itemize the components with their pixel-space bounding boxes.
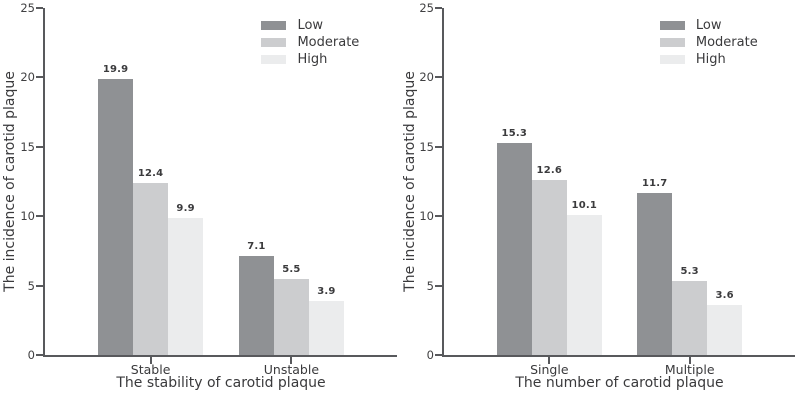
x-tick-mark [688,357,691,364]
bar-value-label: 9.9 [176,202,195,214]
bar [707,305,743,355]
y-tick-mark [435,7,442,9]
bar [496,142,532,355]
bar [133,182,169,355]
x-axis-label: The number of carotid plaque [515,375,724,391]
bar [273,278,309,355]
y-tick-label: 5 [426,278,434,293]
legend-label: Moderate [695,35,758,50]
bar [637,192,673,355]
y-tick-mark [36,284,43,287]
legend-label: High [695,52,726,67]
bar-value-label: 12.4 [137,167,164,179]
y-tick-label: 10 [20,209,35,224]
y-tick-mark [36,76,43,79]
bar [531,180,567,355]
bar-value-label: 3.9 [317,285,336,297]
bar-value-label: 12.6 [536,165,563,177]
x-tick-mark [548,357,551,364]
legend-label: Moderate [297,35,360,50]
y-tick-label: 5 [27,278,35,293]
legend-swatch [261,38,287,47]
y-tick-mark [36,354,43,356]
bar-value-label: 5.3 [680,266,699,278]
bar-value-label: 7.1 [247,241,266,253]
bar-value-label: 10.1 [571,199,598,211]
legend-swatch [659,55,685,64]
legend-label: Low [695,18,722,33]
y-tick-label: 0 [27,348,35,362]
x-axis-label: The stability of carotid plaque [116,375,326,391]
y-axis-label: The incidence of carotid plaque [402,71,418,292]
bar [566,214,602,355]
y-tick-label: 20 [419,70,434,85]
legend-label: High [297,52,328,67]
right-chart-panel: The number of carotid plaque The inciden… [402,1,795,391]
y-tick-label: 15 [419,139,434,154]
bar-value-label: 3.6 [715,290,734,302]
y-tick-label: 0 [426,348,434,362]
y-tick-mark [435,76,442,79]
y-tick-label: 25 [419,1,434,15]
y-axis-label: The incidence of carotid plaque [2,71,18,292]
legend-swatch [659,38,685,47]
bar [308,300,344,355]
y-tick-label: 25 [20,1,35,15]
legend-swatch [261,21,287,30]
y-tick-mark [36,145,43,148]
left-chart-panel: The stability of carotid plaque The inci… [2,1,397,391]
y-tick-label: 10 [419,209,434,224]
y-tick-mark [435,215,442,218]
y-tick-mark [36,7,43,9]
y-tick-mark [435,145,442,148]
x-tick-mark [290,357,293,364]
legend-label: Low [297,18,324,33]
y-tick-mark [435,284,442,287]
y-tick-label: 15 [20,139,35,154]
bar [238,256,274,355]
y-tick-mark [435,354,442,356]
bar [168,217,204,355]
legend-swatch [261,55,287,64]
category-label: Multiple [664,362,715,377]
bar-value-label: 11.7 [641,177,668,189]
y-tick-label: 20 [20,70,35,85]
x-tick-mark [149,357,152,364]
bar [98,78,134,355]
bar-value-label: 15.3 [501,127,528,139]
bar-value-label: 5.5 [282,263,301,275]
category-label: Unstable [263,362,320,377]
category-label: Single [530,362,569,377]
bar [672,281,708,355]
bar-value-label: 19.9 [102,63,129,75]
y-tick-mark [36,215,43,218]
category-label: Stable [130,362,171,377]
legend-swatch [659,21,685,30]
